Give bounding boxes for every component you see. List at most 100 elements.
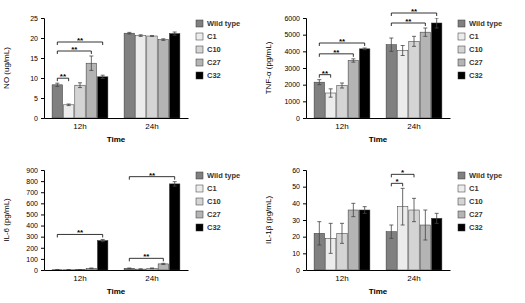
tick-label: 5 xyxy=(34,95,38,102)
error-bar xyxy=(67,269,71,270)
x-tick: 12h xyxy=(335,118,348,131)
error-bar xyxy=(401,188,405,225)
bar xyxy=(97,77,107,118)
bar xyxy=(63,269,73,270)
bar xyxy=(420,32,430,118)
bar xyxy=(63,105,73,118)
significance-label: * xyxy=(401,168,405,177)
tick-label: 20 xyxy=(30,35,38,42)
tick-label: 4000 xyxy=(284,48,300,55)
bar xyxy=(397,51,407,119)
legend-swatch xyxy=(196,72,203,79)
legend-label: C1 xyxy=(207,184,217,193)
error-bar xyxy=(101,75,105,78)
tick-mark xyxy=(303,270,306,271)
tick-mark xyxy=(41,248,44,249)
significance-label: ** xyxy=(143,252,150,261)
plot-area xyxy=(52,182,180,270)
tick-label: 40 xyxy=(292,200,300,207)
axis-line xyxy=(307,118,451,119)
tick-label: 12h xyxy=(335,122,348,131)
legend-label: Wild type xyxy=(207,19,240,28)
bar xyxy=(169,184,179,270)
y-tick: 400 xyxy=(26,222,44,229)
legend-swatch xyxy=(196,211,203,218)
bar xyxy=(147,36,157,118)
legend-label: C10 xyxy=(469,197,483,206)
bar xyxy=(158,40,168,118)
plot-area xyxy=(314,18,442,118)
y-tick: 3000 xyxy=(284,65,306,72)
tick-label: 24h xyxy=(145,274,158,283)
bar xyxy=(52,85,62,118)
error-bar xyxy=(55,83,59,86)
x-tick: 12h xyxy=(335,270,348,283)
bar xyxy=(431,23,441,118)
legend-label: Wild type xyxy=(469,171,502,180)
tick-label: 30 xyxy=(292,217,300,224)
bar xyxy=(124,268,134,270)
legend-swatch xyxy=(196,198,203,205)
bar xyxy=(169,34,179,118)
tick-mark xyxy=(303,187,306,188)
x-tick: 12h xyxy=(73,118,86,131)
x-tick: 12h xyxy=(73,270,86,283)
tick-label: 24h xyxy=(407,122,420,131)
tick-mark xyxy=(303,85,306,86)
y-axis: 0100200300400500600700800900 xyxy=(26,167,44,274)
y-tick: 30 xyxy=(292,217,306,224)
tick-mark xyxy=(41,38,44,39)
axis-line xyxy=(45,118,189,119)
tick-mark xyxy=(303,203,306,204)
legend-swatch xyxy=(196,224,203,231)
panel: 051015202512h24hTimeNO (ug/mL)******Wild… xyxy=(2,15,240,144)
significance-label: ** xyxy=(60,72,67,81)
legend-swatch xyxy=(458,198,465,205)
tick-mark xyxy=(303,253,306,254)
error-bar xyxy=(127,32,131,34)
legend-swatch xyxy=(458,211,465,218)
tick-label: 25 xyxy=(30,15,38,22)
error-bar xyxy=(139,268,143,269)
error-bar xyxy=(127,268,131,270)
legend-label: Wild type xyxy=(469,19,502,28)
tick-label: 0 xyxy=(34,267,38,274)
bar xyxy=(97,241,107,270)
error-bar xyxy=(78,83,82,88)
y-axis-title: IL-6 (pg/mL) xyxy=(2,198,11,242)
tick-mark xyxy=(303,220,306,221)
x-axis-title: Time xyxy=(107,287,126,296)
tick-mark xyxy=(303,35,306,36)
legend-label: C10 xyxy=(469,45,483,54)
tick-label: 10 xyxy=(30,75,38,82)
legend-label: C32 xyxy=(469,223,483,232)
legend-label: C27 xyxy=(207,210,221,219)
tick-mark xyxy=(41,18,44,19)
x-axis: 12h 24h xyxy=(45,270,189,283)
y-tick: 300 xyxy=(26,233,44,240)
bar xyxy=(52,269,62,270)
axis-line xyxy=(45,270,189,271)
tick-label: 500 xyxy=(26,211,38,218)
axis-line xyxy=(303,19,307,119)
tick-label: 100 xyxy=(26,256,38,263)
bar xyxy=(124,33,134,118)
y-tick: 800 xyxy=(26,178,44,185)
tick-label: 10 xyxy=(292,250,300,257)
error-bar xyxy=(389,225,393,238)
significance-label: ** xyxy=(71,45,78,54)
legend-swatch xyxy=(458,20,465,27)
y-tick: 2000 xyxy=(284,81,306,88)
error-bar xyxy=(78,269,82,270)
tick-mark xyxy=(303,118,306,119)
y-axis: 0102030405060 xyxy=(292,167,306,274)
legend-label: C1 xyxy=(469,184,479,193)
significance-label: ** xyxy=(77,36,84,45)
legend-swatch xyxy=(458,224,465,231)
bar xyxy=(359,49,369,118)
error-bar xyxy=(435,213,439,223)
tick-mark xyxy=(41,214,44,215)
y-tick: 10 xyxy=(30,75,44,82)
x-tick: 24h xyxy=(407,118,420,131)
tick-mark xyxy=(303,170,306,171)
